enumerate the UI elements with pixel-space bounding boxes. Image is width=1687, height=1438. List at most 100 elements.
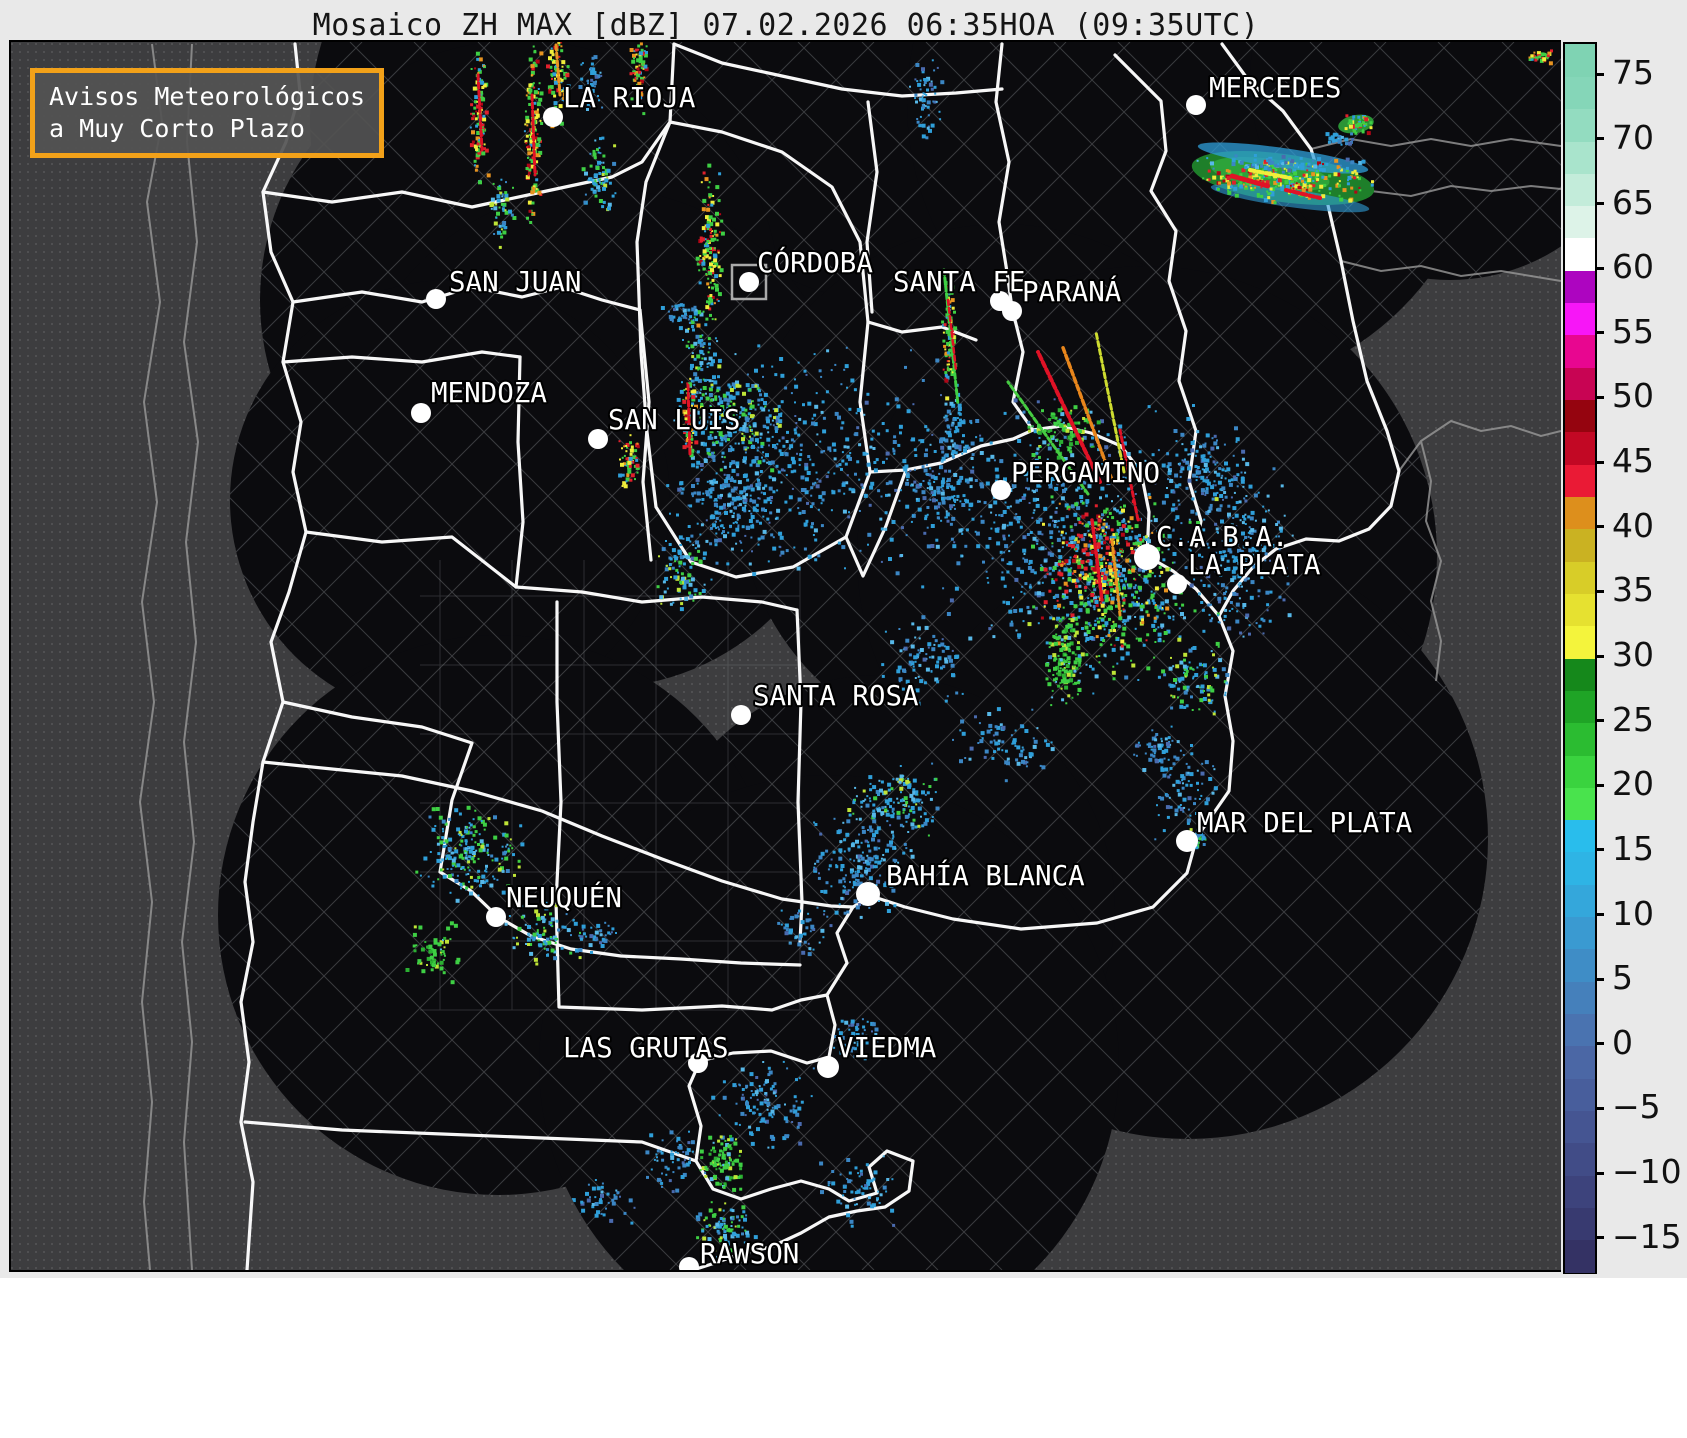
colorbar-tick-label: 0 [1612, 1022, 1633, 1062]
city-marker-san-luis: SAN LUIS [588, 402, 742, 449]
footer: Servicio Meteorológico Nacional Argentin… [0, 1278, 1687, 1438]
colorbar-segment [1565, 1013, 1595, 1047]
city-label: PERGAMINO [1011, 457, 1160, 489]
city-dot [1186, 95, 1206, 115]
city-dot [739, 272, 759, 292]
colorbar-tick-label: 20 [1612, 764, 1654, 804]
city-label: SANTA ROSA [753, 680, 919, 712]
city-marker-neuqu-n: NEUQUÉN [486, 878, 624, 927]
city-dot [426, 289, 446, 309]
colorbar-tick [1595, 589, 1604, 593]
city-marker-c-rdoba: CÓRDOBA [730, 243, 875, 301]
colorbar-tick-label: 50 [1612, 376, 1654, 416]
colorbar-segment [1565, 625, 1595, 659]
city-marker-la-rioja: LA RIOJA [543, 80, 698, 127]
page-title: Mosaico ZH MAX [dBZ] 07.02.2026 06:35HOA… [312, 8, 1260, 43]
city-marker-bah-a-blanca: BAHÍA BLANCA [856, 856, 1087, 906]
city-dot [543, 107, 563, 127]
colorbar-tick-label: 45 [1612, 441, 1654, 481]
city-label: SANTA FE [893, 266, 1025, 298]
colorbar-tick [1595, 977, 1604, 981]
city-marker-las-grutas: LAS GRUTAS [561, 1030, 731, 1073]
colorbar-segment [1565, 819, 1595, 853]
city-marker-santa-fe: SANTA FE [891, 264, 1027, 311]
colorbar-tick-label: −10 [1612, 1152, 1682, 1192]
colorbar-tick [1595, 72, 1604, 76]
city-marker-viedma: VIEDMA [817, 1030, 939, 1078]
colorbar-tick-label: 35 [1612, 570, 1654, 610]
colorbar-tick [1595, 331, 1604, 335]
colorbar-segment [1565, 1045, 1595, 1079]
colorbar-tick [1595, 783, 1604, 787]
city-label: BAHÍA BLANCA [886, 858, 1085, 892]
radar-echoes [405, 42, 1553, 1259]
colorbar-tick-label: 60 [1612, 247, 1654, 287]
city-dot [688, 1053, 708, 1073]
colorbar-segment [1565, 884, 1595, 918]
city-marker-mendoza: MENDOZA [411, 375, 549, 423]
colorbar-tick [1595, 1106, 1604, 1110]
city-dot [731, 705, 751, 725]
colorbar-tick-label: 5 [1612, 958, 1633, 998]
colorbar-tick-label: 15 [1612, 828, 1654, 868]
colorbar-segment [1565, 528, 1595, 562]
colorbar-segment [1565, 722, 1595, 756]
colorbar-segment [1565, 1142, 1595, 1176]
city-label: CÓRDOBA [757, 245, 873, 279]
colorbar-tick [1595, 913, 1604, 917]
colorbar-segment [1565, 1239, 1595, 1273]
colorbar-segment [1565, 1175, 1595, 1208]
colorbar-tick-label: 10 [1612, 893, 1654, 933]
colorbar-tick [1595, 1171, 1604, 1175]
colorbar-tick-label: −5 [1612, 1087, 1661, 1127]
city-label: MERCEDES [1209, 72, 1341, 104]
city-label: MENDOZA [431, 377, 547, 409]
colorbar-segment [1565, 431, 1595, 465]
colorbar-segment [1565, 593, 1595, 627]
city-dot [1167, 574, 1187, 594]
colorbar-tick [1595, 1042, 1604, 1046]
colorbar-segment [1565, 1207, 1595, 1241]
city-dot [1134, 544, 1160, 570]
city-label: RAWSON [700, 1238, 799, 1270]
city-label: SAN LUIS [608, 404, 740, 436]
city-label: VIEDMA [837, 1032, 937, 1064]
colorbar-tick [1595, 654, 1604, 658]
city-marker-rawson: RAWSON [679, 1236, 801, 1270]
colorbar-tick [1595, 525, 1604, 529]
province-borders [239, 42, 1401, 1270]
colorbar-segment [1565, 399, 1595, 433]
alert-badge: Avisos Meteorológicos a Muy Corto Plazo [30, 68, 385, 158]
colorbar-tick [1595, 202, 1604, 206]
colorbar-segment [1565, 302, 1595, 336]
colorbar-tick [1595, 395, 1604, 399]
city-label: PARANÁ [1022, 274, 1122, 308]
colorbar-segment [1565, 561, 1595, 594]
colorbar-tick-label: 70 [1612, 117, 1654, 157]
colorbar-segment [1565, 270, 1595, 304]
alert-line2: a Muy Corto Plazo [49, 114, 305, 143]
colorbar-tick [1595, 266, 1604, 270]
city-dot [679, 1257, 699, 1270]
colorbar-segment [1565, 334, 1595, 368]
foreign-borders [138, 43, 1561, 1270]
colorbar-tick [1595, 460, 1604, 464]
city-label: LA PLATA [1188, 549, 1321, 581]
colorbar-tick [1595, 719, 1604, 723]
city-label: LAS GRUTAS [563, 1032, 729, 1064]
colorbar-tick-label: 25 [1612, 699, 1654, 739]
city-marker-la-plata: LA PLATA [1167, 547, 1323, 594]
colorbar-segment [1565, 76, 1595, 110]
city-dot [411, 403, 431, 423]
colorbar-segment [1565, 464, 1595, 497]
colorbar-segment [1565, 787, 1595, 821]
colorbar-tick [1595, 848, 1604, 852]
colorbar-segment [1565, 851, 1595, 885]
figure-background: Mosaico ZH MAX [dBZ] 07.02.2026 06:35HOA… [0, 0, 1687, 1278]
city-marker-paran-: PARANÁ [1002, 272, 1124, 321]
city-marker-santa-rosa: SANTA ROSA [731, 678, 921, 725]
city-marker-c-a-b-a-: C.A.B.A. [1134, 519, 1290, 570]
